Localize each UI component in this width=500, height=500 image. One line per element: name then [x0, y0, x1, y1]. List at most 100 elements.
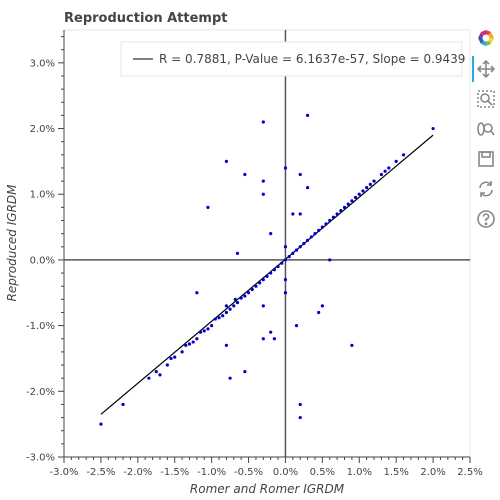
- x-tick-label: 0.0%: [273, 467, 298, 478]
- data-point: [298, 245, 302, 249]
- data-point: [254, 284, 258, 288]
- data-point: [283, 245, 288, 249]
- data-point: [283, 291, 288, 295]
- data-point: [261, 278, 265, 282]
- data-point: [224, 310, 228, 315]
- active-tool-indicator: [472, 56, 474, 82]
- save-icon[interactable]: [474, 147, 498, 171]
- data-point: [306, 186, 310, 190]
- data-point: [298, 415, 302, 420]
- data-point: [309, 235, 313, 239]
- chart-title: Reproduction Attempt: [64, 11, 228, 26]
- data-point: [357, 192, 361, 196]
- x-tick-label: -3.0%: [49, 467, 78, 478]
- data-point: [306, 113, 310, 117]
- y-tick-label: 2.0%: [30, 124, 55, 135]
- data-point: [346, 202, 350, 206]
- y-tick-label: 0.0%: [30, 255, 55, 266]
- data-point: [198, 330, 203, 334]
- data-point: [99, 422, 103, 426]
- data-point: [276, 264, 280, 269]
- data-point: [394, 159, 398, 163]
- data-point: [331, 215, 336, 219]
- y-axis-label: Reproduced IGRDM: [5, 184, 19, 302]
- data-point: [235, 251, 240, 255]
- data-point: [154, 370, 158, 374]
- data-point: [291, 251, 295, 255]
- data-point: [431, 126, 435, 131]
- y-tick-label: -2.0%: [26, 387, 55, 398]
- data-point: [180, 350, 184, 354]
- data-point: [261, 337, 265, 341]
- data-point: [217, 316, 221, 320]
- data-point: [221, 314, 225, 318]
- plot-frame: [63, 29, 471, 458]
- data-point: [224, 159, 228, 163]
- x-tick-label: 1.5%: [383, 467, 408, 478]
- data-point: [147, 376, 151, 380]
- data-point: [283, 166, 288, 170]
- data-point: [191, 340, 195, 344]
- data-point: [195, 337, 199, 341]
- data-point: [287, 255, 291, 259]
- legend-box: [120, 41, 463, 77]
- data-point: [228, 307, 232, 311]
- data-point: [265, 274, 269, 278]
- data-point: [368, 182, 372, 186]
- data-point: [158, 373, 162, 377]
- data-point: [184, 343, 188, 347]
- data-point: [202, 329, 206, 333]
- data-point: [261, 179, 265, 183]
- x-tick-label: -1.5%: [160, 467, 189, 478]
- x-tick-label: -0.5%: [234, 467, 263, 478]
- data-point: [302, 241, 306, 246]
- data-point: [239, 296, 243, 300]
- data-point: [243, 172, 247, 177]
- pan-icon[interactable]: [474, 57, 498, 81]
- data-point: [235, 301, 240, 305]
- data-point: [320, 225, 324, 229]
- data-point: [313, 232, 317, 236]
- regression-line: [100, 134, 434, 415]
- data-point: [258, 281, 262, 285]
- y-tick-label: 3.0%: [30, 58, 55, 69]
- x-tick-label: 0.5%: [310, 467, 335, 478]
- data-point: [328, 258, 332, 262]
- data-point: [361, 189, 365, 193]
- data-point: [250, 287, 254, 292]
- bokeh-logo-icon[interactable]: [474, 26, 498, 50]
- data-point: [372, 179, 376, 183]
- data-point: [335, 212, 339, 216]
- x-axis: -3.0% -2.5% -2.0% -1.5% -1.0% -0.5% 0.0% 0.5% 1.…: [49, 456, 483, 478]
- data-point: [228, 376, 232, 380]
- legend-entry-label: R = 0.7881, P-Value = 6.1637e-57, Slope …: [159, 52, 465, 66]
- data-point: [269, 232, 273, 236]
- data-point: [387, 166, 391, 170]
- data-point: [401, 153, 406, 157]
- x-tick-label: 2.5%: [457, 467, 482, 478]
- data-point: [246, 291, 251, 295]
- wheel-zoom-icon[interactable]: [474, 117, 498, 141]
- data-point: [232, 304, 236, 308]
- data-point: [365, 186, 369, 190]
- data-point: [298, 402, 302, 407]
- x-axis-label: Romer and Romer IGRDM: [190, 482, 345, 496]
- data-point: [283, 258, 288, 262]
- x-tick-label: -2.5%: [86, 467, 115, 478]
- data-point: [339, 209, 343, 213]
- data-point: [213, 317, 217, 321]
- data-point: [224, 343, 228, 347]
- data-point: [306, 238, 310, 242]
- data-point: [320, 304, 324, 308]
- data-point: [350, 199, 354, 203]
- data-point: [261, 304, 265, 308]
- help-icon[interactable]: [474, 207, 498, 231]
- data-point: [298, 212, 302, 216]
- reset-icon[interactable]: [474, 177, 498, 201]
- data-point: [298, 172, 302, 177]
- box-zoom-icon[interactable]: [474, 87, 498, 111]
- data-point: [280, 261, 284, 265]
- y-axis: -3.0% -2.0% -1.0% 0.0% 1.0% 2.0% 3.0%: [26, 30, 65, 464]
- data-point: [269, 271, 273, 275]
- x-tick-label: 1.0%: [347, 467, 372, 478]
